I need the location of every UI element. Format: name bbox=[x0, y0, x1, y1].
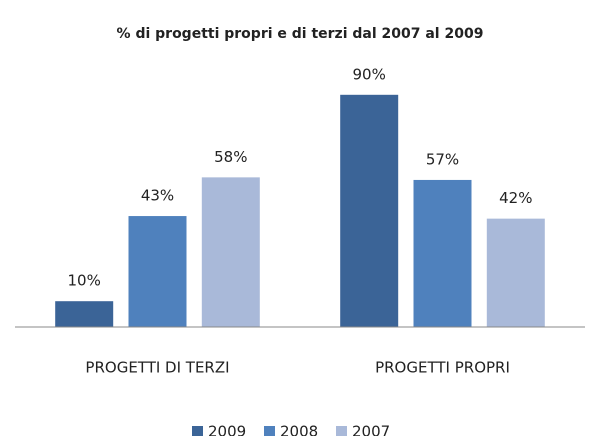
legend-swatch bbox=[192, 426, 203, 436]
bar bbox=[413, 179, 472, 327]
data-label: 43% bbox=[141, 187, 174, 205]
data-label: 10% bbox=[68, 272, 101, 290]
x-tick-label: PROGETTI PROPRI bbox=[375, 359, 510, 377]
data-label: 90% bbox=[353, 65, 386, 83]
chart-title: % di progetti propri e di terzi dal 2007… bbox=[117, 26, 484, 42]
x-tick-label: PROGETTI DI TERZI bbox=[85, 359, 229, 377]
bar bbox=[55, 301, 114, 327]
legend-label: 2008 bbox=[280, 423, 318, 436]
legend-label: 2007 bbox=[352, 423, 390, 436]
data-label: 58% bbox=[214, 148, 247, 166]
bar bbox=[486, 218, 545, 327]
bar bbox=[128, 216, 187, 327]
bar bbox=[201, 177, 260, 327]
bar bbox=[340, 94, 399, 327]
legend-label: 2009 bbox=[208, 423, 246, 436]
legend-swatch bbox=[264, 426, 275, 436]
data-label: 42% bbox=[499, 189, 532, 207]
data-label: 57% bbox=[426, 150, 459, 168]
legend-swatch bbox=[336, 426, 347, 436]
